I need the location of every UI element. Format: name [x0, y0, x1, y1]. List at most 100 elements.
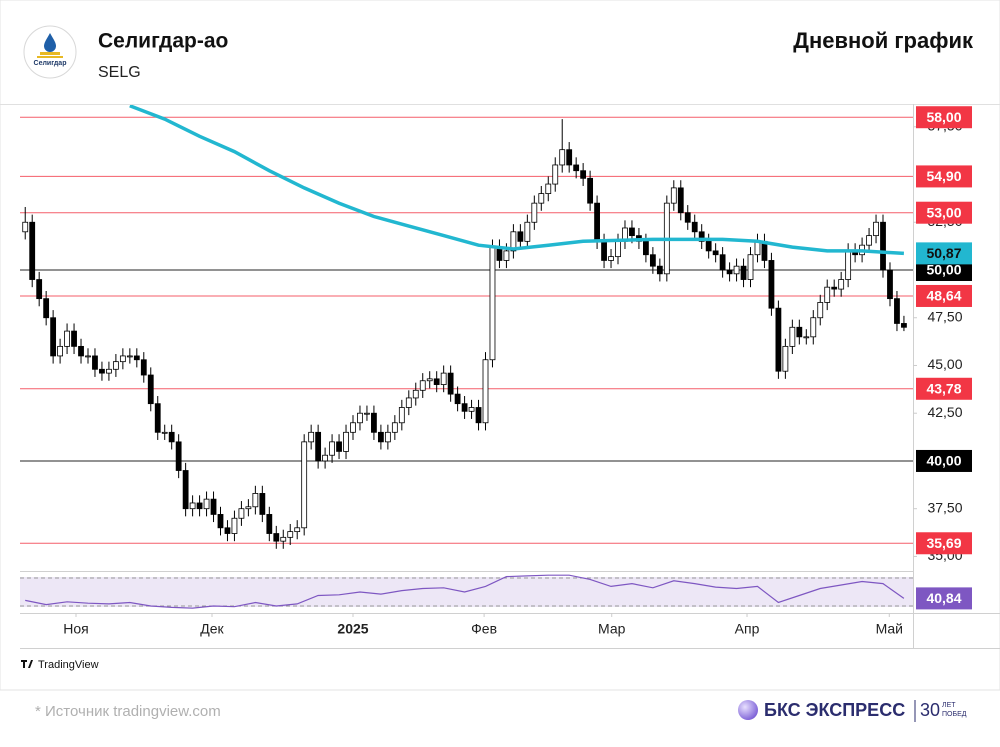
- level-tag-box: [916, 532, 972, 555]
- candle-body: [803, 336, 810, 339]
- level-tag-box: [916, 377, 972, 400]
- candle-body: [133, 355, 140, 361]
- candle-body: [461, 403, 468, 412]
- candle-body: [106, 368, 112, 374]
- candle-body: [873, 221, 879, 237]
- anniversary-line1: ЛЕТ: [942, 702, 956, 709]
- candle-body: [280, 536, 287, 542]
- candle-body: [252, 493, 259, 508]
- candle-body: [245, 506, 252, 510]
- x-tick-label: Апр: [735, 621, 760, 637]
- candle-body: [315, 431, 322, 462]
- candle-body: [454, 393, 461, 405]
- candle-body: [901, 323, 907, 328]
- anniversary-line2: ПОБЕД: [942, 711, 967, 718]
- source: * Источник tradingview.com: [35, 703, 221, 720]
- candle-body: [691, 221, 698, 233]
- level-tag: 40,00: [926, 453, 961, 469]
- candle-body: [196, 502, 203, 510]
- candle-body: [273, 533, 280, 542]
- plot: 35,0037,5042,5045,0047,5052,5057,50НояДе…: [20, 105, 972, 637]
- candle-body: [782, 345, 789, 372]
- level-tag-box: [916, 449, 972, 472]
- level-tag-box: [916, 106, 972, 129]
- candle-body: [182, 470, 189, 510]
- candle-body: [531, 202, 538, 223]
- candle-body: [64, 330, 70, 347]
- candle-body: [615, 240, 621, 258]
- candle-body: [398, 407, 405, 424]
- moving-average: [129, 105, 905, 256]
- title: Селигдар-ао: [98, 30, 228, 53]
- candle-body: [350, 422, 356, 433]
- candle-body: [433, 378, 440, 385]
- candle-body: [301, 441, 308, 529]
- tradingview-text: TradingView: [38, 659, 99, 671]
- candle-body: [573, 164, 580, 172]
- candle-body: [503, 250, 510, 261]
- level-tag: 54,90: [926, 168, 961, 184]
- level-tag-box: [916, 258, 972, 281]
- candle-body: [482, 359, 489, 424]
- candle-body: [50, 317, 57, 357]
- logo: Селигдар: [23, 25, 77, 79]
- candle-body: [57, 345, 63, 357]
- candle-body: [203, 498, 210, 510]
- candle-body: [412, 389, 419, 399]
- candle-body: [880, 221, 886, 271]
- ma-tag: 50,87: [926, 245, 961, 261]
- candle-body: [559, 149, 566, 166]
- candle-body: [175, 441, 182, 471]
- candle-body: [377, 431, 384, 443]
- candle-body: [468, 407, 475, 412]
- candle-body: [726, 269, 733, 275]
- level-tag: 43,78: [926, 380, 961, 396]
- level-tag: 53,00: [926, 204, 961, 220]
- tradingview-logo: TradingView: [21, 659, 99, 671]
- candle-body: [85, 355, 91, 358]
- candle-body: [168, 431, 175, 443]
- candle-body: [643, 240, 649, 256]
- candle-body: [161, 431, 168, 434]
- card: [0, 0, 1000, 691]
- candle-body: [294, 527, 301, 533]
- candle-body: [768, 260, 775, 309]
- candle-body: [112, 361, 119, 370]
- level-tag: 58,00: [926, 109, 961, 125]
- candle-body: [391, 422, 398, 433]
- candle-body: [517, 231, 524, 242]
- logo-text: Селигдар: [34, 60, 67, 67]
- anniversary-number: 30: [920, 700, 940, 720]
- candle-body: [552, 164, 559, 185]
- level-tag: 35,69: [926, 535, 961, 551]
- ma-tag-box: [916, 242, 972, 265]
- candle-body: [684, 212, 691, 223]
- candle-body: [29, 221, 36, 280]
- candle-body: [538, 193, 545, 204]
- candle-body: [656, 265, 663, 275]
- candle-body: [371, 412, 377, 433]
- candle-body: [845, 250, 852, 280]
- candle-body: [698, 231, 705, 242]
- x-tick-label: 2025: [337, 621, 368, 637]
- candle-body: [810, 317, 817, 338]
- level-tag: 50,00: [926, 262, 961, 278]
- candle-body: [140, 359, 147, 376]
- level-tag: 48,64: [926, 288, 961, 304]
- candle-body: [210, 498, 217, 515]
- candle-body: [99, 368, 105, 374]
- candle-body: [566, 149, 573, 166]
- candle-body: [22, 221, 29, 233]
- chart-label: Дневной график: [793, 28, 974, 53]
- candle-body: [629, 227, 635, 237]
- candle-body: [287, 531, 294, 538]
- y-tick-label: 45,00: [927, 356, 962, 372]
- ticker: SELG: [98, 64, 141, 81]
- candle-body: [587, 177, 594, 204]
- candle-body: [510, 231, 517, 252]
- rsi-tag-box: [916, 587, 972, 610]
- y-tick-label: 47,50: [927, 308, 962, 324]
- candle-body: [608, 256, 614, 261]
